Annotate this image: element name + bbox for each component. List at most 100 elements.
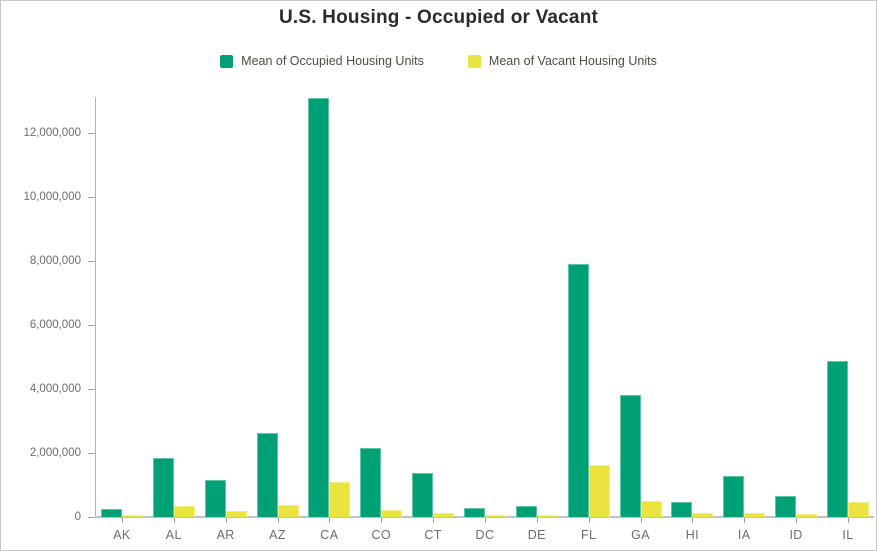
x-tick [329, 518, 331, 523]
bar-vacant-co[interactable] [381, 509, 403, 517]
bar-group-il [822, 97, 874, 517]
x-tick [173, 518, 175, 523]
bar-occupied-ar[interactable] [204, 479, 226, 517]
bar-group-id [770, 97, 822, 517]
x-label-de: DE [527, 528, 546, 542]
bar-vacant-ak[interactable] [121, 515, 143, 517]
x-label-ar: AR [216, 528, 235, 542]
legend-label-vacant: Mean of Vacant Housing Units [488, 54, 657, 68]
x-label-fl: FL [580, 528, 597, 542]
plot-area [96, 97, 874, 517]
bar-group-ga [615, 97, 667, 517]
bar-vacant-ct[interactable] [433, 512, 455, 517]
y-tick [88, 388, 95, 390]
y-tick [88, 260, 95, 262]
x-label-ak: AK [113, 528, 131, 542]
bar-group-co [355, 97, 407, 517]
x-label-ga: GA [631, 528, 650, 542]
x-label-il: IL [842, 528, 854, 542]
y-tick-label: 10,000,000 [23, 190, 81, 203]
bar-group-al [148, 97, 200, 517]
x-tick [121, 518, 123, 523]
y-tick-label: 4,000,000 [29, 382, 81, 395]
y-tick-label: 2,000,000 [29, 446, 81, 459]
bar-group-fl [563, 97, 615, 517]
bar-vacant-dc[interactable] [484, 515, 506, 517]
bar-group-hi [666, 97, 718, 517]
bar-vacant-fl[interactable] [588, 464, 610, 517]
bar-group-dc [459, 97, 511, 517]
x-label-id: ID [789, 528, 803, 542]
x-label-co: CO [371, 528, 391, 542]
x-label-ct: CT [424, 528, 442, 542]
x-axis-labels: AK AL AR AZ CA CO CT DC DE FL GA HI IA ID IL [96, 528, 874, 542]
x-tick [848, 518, 850, 523]
legend: Mean of Occupied Housing Units Mean of V… [1, 54, 876, 68]
occupied-swatch-icon [220, 54, 234, 68]
y-tick [88, 324, 95, 326]
bar-vacant-id[interactable] [796, 514, 818, 517]
bar-vacant-ar[interactable] [225, 510, 247, 517]
bar-group-de [511, 97, 563, 517]
bar-vacant-az[interactable] [277, 504, 299, 517]
x-tick [640, 518, 642, 523]
bar-vacant-de[interactable] [536, 514, 558, 517]
bar-occupied-ct[interactable] [412, 472, 434, 517]
x-tick [433, 518, 435, 523]
bar-occupied-fl[interactable] [567, 263, 589, 517]
bar-group-ca [303, 97, 355, 517]
x-tick [692, 518, 694, 523]
bar-vacant-ga[interactable] [640, 500, 662, 517]
bar-occupied-az[interactable] [256, 432, 278, 517]
bar-vacant-ca[interactable] [329, 481, 351, 517]
y-tick-label: 6,000,000 [29, 318, 81, 331]
bar-vacant-al[interactable] [173, 505, 195, 517]
x-tick [796, 518, 798, 523]
bar-occupied-ca[interactable] [308, 97, 330, 517]
legend-item-occupied[interactable]: Mean of Occupied Housing Units [220, 54, 424, 68]
bar-occupied-al[interactable] [152, 457, 174, 517]
vacant-swatch-icon [467, 54, 481, 68]
page-title: U.S. Housing - Occupied or Vacant [278, 7, 599, 28]
bar-group-ar [200, 97, 252, 517]
y-tick-label: 8,000,000 [29, 254, 81, 267]
bar-group-ak [96, 97, 148, 517]
bar-occupied-ga[interactable] [619, 394, 641, 517]
y-tick [88, 452, 95, 454]
legend-item-vacant[interactable]: Mean of Vacant Housing Units [467, 54, 657, 68]
y-tick [88, 132, 95, 134]
x-tick [485, 518, 486, 523]
x-axis-line [95, 516, 874, 518]
x-label-ia: IA [737, 528, 751, 542]
bar-vacant-hi[interactable] [692, 513, 714, 517]
bar-occupied-ia[interactable] [723, 476, 745, 517]
y-tick [88, 196, 95, 198]
bar-occupied-hi[interactable] [671, 502, 693, 517]
x-tick [225, 518, 227, 523]
legend-label-occupied: Mean of Occupied Housing Units [241, 54, 424, 68]
bar-occupied-id[interactable] [775, 495, 797, 517]
bar-vacant-ia[interactable] [744, 512, 766, 517]
x-tick [381, 518, 383, 523]
x-tick [536, 518, 538, 523]
y-tick-label: 0 [74, 510, 81, 523]
bar-group-az [252, 97, 304, 517]
bar-group-ia [718, 97, 770, 517]
bar-occupied-de[interactable] [515, 505, 537, 517]
bar-group-ct [407, 97, 459, 517]
x-tick [277, 518, 279, 523]
bar-vacant-il[interactable] [847, 502, 869, 517]
y-axis-line [95, 97, 96, 517]
bar-occupied-co[interactable] [360, 448, 382, 517]
x-label-al: AL [165, 528, 182, 542]
x-label-ca: CA [320, 528, 339, 542]
bar-occupied-ak[interactable] [100, 508, 122, 517]
bar-occupied-dc[interactable] [463, 507, 485, 517]
x-label-az: AZ [269, 528, 286, 542]
x-label-hi: HI [685, 528, 700, 542]
x-label-dc: DC [475, 528, 495, 542]
y-tick-label: 12,000,000 [23, 126, 81, 139]
x-tick [588, 518, 590, 523]
bar-occupied-il[interactable] [826, 361, 848, 517]
